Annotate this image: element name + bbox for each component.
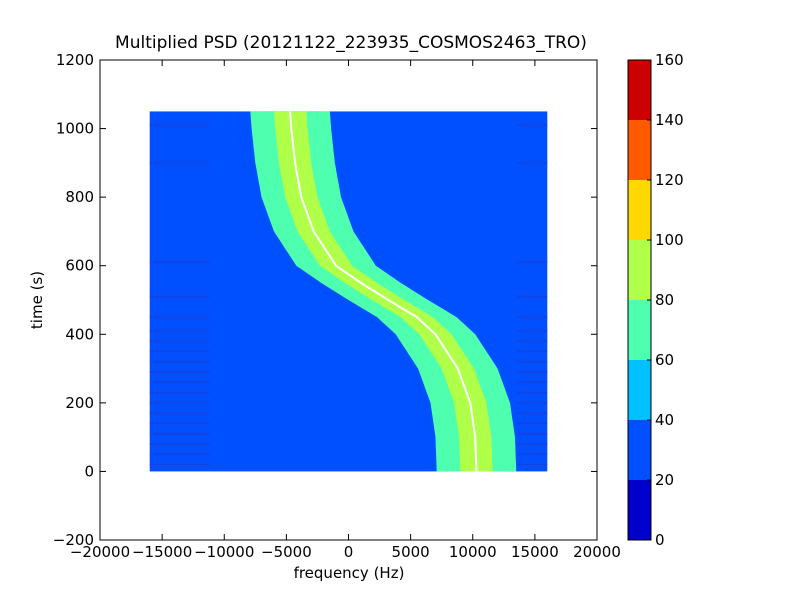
- y-tick-label: 400: [65, 325, 94, 343]
- noise-stripe: [149, 463, 210, 466]
- noise-stripe: [517, 295, 548, 298]
- colorbar-tick-label: 120: [655, 171, 684, 189]
- colorbar-tick-label: 160: [655, 51, 684, 69]
- noise-stripe: [517, 443, 548, 445]
- chart-title: Multiplied PSD (20121122_223935_COSMOS24…: [115, 33, 587, 53]
- noise-stripe: [149, 401, 210, 404]
- noise-stripe: [149, 295, 210, 298]
- axes: −20000 −15000 −10000 −5000 0 5000 10000 15000 20…: [53, 51, 621, 561]
- noise-stripe: [517, 453, 548, 456]
- noise-stripe: [517, 360, 548, 363]
- noise-stripe: [517, 329, 548, 332]
- y-tick-label: 600: [65, 257, 94, 275]
- noise-stripe: [149, 360, 210, 363]
- x-tick-label: 0: [344, 543, 354, 561]
- signal-centre-line: [289, 111, 478, 472]
- noise-stripe: [517, 161, 548, 164]
- noise-stripe: [517, 391, 548, 394]
- noise-stripe: [517, 412, 548, 415]
- colorbar: 0 20 40 60 80 100 120 140 160: [627, 51, 684, 549]
- y-tick-label: 200: [65, 394, 94, 412]
- x-tick-label: 10000: [449, 543, 497, 561]
- colorbar-segment: [628, 360, 651, 420]
- colorbar-segment: [628, 300, 651, 360]
- noise-stripe: [149, 412, 210, 415]
- colorbar-tick-label: 100: [655, 231, 684, 249]
- x-tick-label: −20000: [70, 543, 130, 561]
- noise-stripe: [149, 371, 210, 373]
- heatmap-area: [149, 111, 548, 472]
- noise-stripe: [149, 453, 210, 456]
- noise-stripe: [517, 316, 548, 319]
- y-tick-label: 800: [65, 188, 94, 206]
- x-tick-label: 15000: [511, 543, 559, 561]
- noise-stripe: [517, 124, 548, 127]
- noise-stripe: [149, 340, 210, 343]
- noise-stripe: [517, 261, 548, 264]
- noise-stripe: [517, 422, 548, 425]
- y-tick-label: −200: [53, 531, 94, 549]
- colorbar-segment: [628, 420, 651, 480]
- noise-stripe: [517, 463, 548, 466]
- x-tick-label: −10000: [194, 543, 254, 561]
- noise-stripe: [149, 161, 210, 164]
- colorbar-tick-label: 0: [655, 531, 665, 549]
- x-tick-label: −5000: [261, 543, 312, 561]
- colorbar-tick-label: 80: [655, 291, 674, 309]
- x-tick-label: 5000: [392, 543, 430, 561]
- y-tick-label: 0: [84, 462, 94, 480]
- y-axis-label: time (s): [28, 271, 46, 329]
- noise-stripe: [149, 350, 210, 353]
- noise-stripe: [149, 422, 210, 425]
- noise-stripe: [149, 381, 210, 384]
- noise-stripe: [149, 261, 210, 264]
- noise-stripe: [149, 124, 210, 127]
- colorbar-segment: [628, 240, 651, 300]
- y-tick-label: 1000: [56, 120, 94, 138]
- noise-stripe: [517, 401, 548, 404]
- colorbar-segment: [628, 120, 651, 180]
- noise-stripe: [517, 432, 548, 435]
- colorbar-tick-label: 140: [655, 111, 684, 129]
- x-axis-label: frequency (Hz): [294, 564, 405, 582]
- noise-stripe: [517, 371, 548, 373]
- x-tick-label: −15000: [132, 543, 192, 561]
- noise-stripe: [517, 350, 548, 353]
- noise-stripe: [149, 443, 210, 445]
- colorbar-tick-label: 20: [655, 471, 674, 489]
- colorbar-segment: [628, 60, 651, 120]
- signal-band: [273, 111, 493, 472]
- colorbar-tick-label: 60: [655, 351, 674, 369]
- noise-stripe: [149, 316, 210, 319]
- noise-stripe: [149, 329, 210, 332]
- colorbar-segment: [628, 480, 651, 540]
- y-tick-label: 1200: [56, 51, 94, 69]
- colorbar-segment: [628, 180, 651, 240]
- noise-stripe: [517, 340, 548, 343]
- colorbar-tick-label: 40: [655, 411, 674, 429]
- x-tick-label: 20000: [573, 543, 621, 561]
- noise-stripe: [149, 432, 210, 435]
- noise-stripe: [517, 381, 548, 384]
- noise-stripe: [149, 391, 210, 394]
